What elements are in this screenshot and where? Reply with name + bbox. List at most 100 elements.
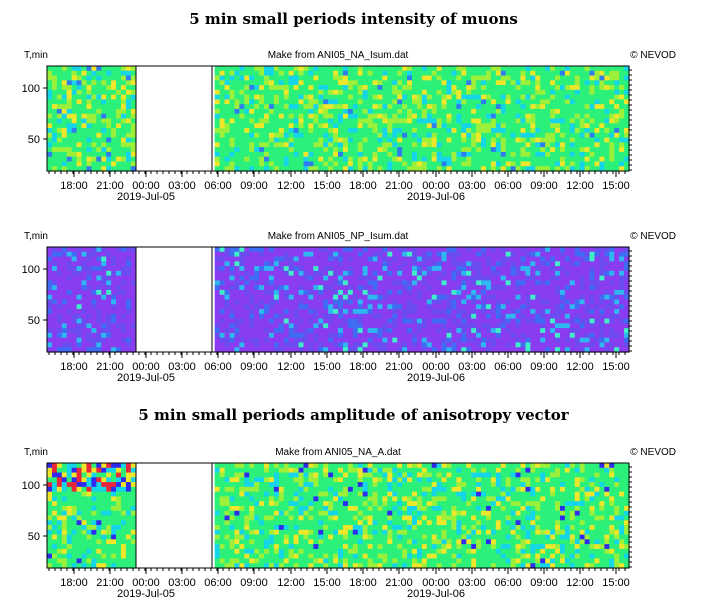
heatmap-cell	[298, 342, 305, 348]
heatmap-cell	[574, 70, 581, 77]
heatmap-cell	[481, 104, 487, 110]
heatmap-cell	[254, 123, 260, 129]
heatmap-cell	[239, 328, 245, 334]
heatmap-cell	[239, 137, 245, 143]
heatmap-cell	[579, 342, 586, 348]
heatmap-cell	[559, 261, 566, 267]
heatmap-cell	[584, 342, 591, 348]
heatmap-cell	[244, 275, 250, 282]
heatmap-cell	[268, 309, 275, 315]
heatmap-cell	[244, 251, 250, 258]
heatmap-cell	[71, 108, 78, 115]
heatmap-cell	[347, 89, 354, 96]
heatmap-cell	[328, 463, 334, 469]
heatmap-cell	[333, 323, 339, 329]
heatmap-cell	[540, 313, 546, 320]
heatmap-cell	[125, 304, 132, 310]
heatmap-cell	[249, 328, 255, 334]
heatmap-cell	[283, 137, 290, 143]
heatmap-cell	[416, 275, 423, 282]
heatmap-cell	[540, 132, 546, 139]
heatmap-cell	[288, 66, 295, 72]
heatmap-cell	[61, 347, 68, 353]
heatmap-cell	[288, 128, 295, 134]
heatmap-cell	[106, 304, 112, 310]
heatmap-cell	[416, 318, 423, 324]
heatmap-cell	[56, 309, 63, 315]
heatmap-cell	[431, 166, 438, 172]
heatmap-cell	[323, 270, 329, 277]
heatmap-cell	[471, 70, 477, 77]
heatmap-cell	[313, 247, 319, 253]
heatmap-cell	[61, 318, 68, 324]
heatmap-cell	[456, 123, 462, 129]
heatmap-cell	[101, 463, 107, 469]
heatmap-cell	[485, 99, 492, 105]
heatmap-cell	[66, 313, 73, 320]
heatmap-cell	[481, 467, 487, 474]
heatmap-cell	[244, 261, 250, 267]
heatmap-cell	[579, 299, 586, 305]
heatmap-cell	[525, 285, 531, 291]
heatmap-cell	[559, 75, 566, 81]
heatmap-cell	[328, 70, 334, 77]
heatmap-cell	[259, 161, 265, 167]
heatmap-cell	[594, 294, 600, 301]
heatmap-cell	[313, 270, 319, 277]
heatmap-cell	[372, 66, 379, 72]
heatmap-cell	[303, 328, 309, 334]
heatmap-cell	[426, 299, 433, 305]
heatmap-cell	[584, 332, 591, 339]
heatmap-cell	[471, 332, 477, 339]
heatmap-cell	[510, 99, 517, 105]
heatmap-cell	[530, 318, 536, 324]
heatmap-cell	[86, 309, 92, 315]
heatmap-cell	[224, 104, 231, 110]
heatmap-cell	[614, 270, 620, 277]
heatmap-cell	[278, 142, 285, 148]
heatmap-cell	[520, 247, 527, 253]
heatmap-cell	[81, 266, 88, 272]
heatmap-cell	[456, 309, 462, 315]
heatmap-cell	[81, 118, 88, 124]
heatmap-cell	[76, 75, 83, 81]
heatmap-cell	[125, 70, 132, 77]
heatmap-cell	[357, 294, 364, 301]
heatmap-cell	[101, 328, 107, 334]
heatmap-cell	[338, 151, 344, 158]
heatmap-cell	[71, 328, 78, 334]
heatmap-cell	[278, 132, 285, 139]
heatmap-cell	[515, 270, 522, 277]
heatmap-cell	[599, 70, 605, 77]
heatmap-cell	[520, 323, 527, 329]
heatmap-cell	[569, 113, 576, 120]
heatmap-cell	[338, 285, 344, 291]
heatmap-cell	[362, 463, 369, 469]
heatmap-cell	[569, 280, 576, 286]
heatmap-cell	[495, 166, 502, 172]
heatmap-cell	[259, 299, 265, 305]
heatmap-cell	[303, 75, 309, 81]
heatmap-cell	[125, 132, 132, 139]
heatmap-cell	[392, 342, 398, 348]
heatmap-cell	[125, 323, 132, 329]
heatmap-cell	[416, 285, 423, 291]
heatmap-cell	[347, 66, 354, 72]
heatmap-cell	[318, 113, 324, 120]
heatmap-cell	[249, 270, 255, 277]
heatmap-cell	[101, 75, 107, 81]
heatmap-cell	[333, 94, 339, 101]
heatmap-cell	[540, 99, 546, 105]
heatmap-cell	[56, 142, 63, 148]
heatmap-cell	[377, 75, 383, 81]
heatmap-cell	[362, 289, 369, 296]
heatmap-cell	[323, 256, 329, 262]
heatmap-cell	[441, 332, 448, 339]
heatmap-cell	[471, 309, 477, 315]
heatmap-cell	[214, 251, 221, 258]
heatmap-cell	[318, 251, 324, 258]
heatmap-cell	[239, 156, 245, 163]
heatmap-cell	[224, 161, 231, 167]
heatmap-cell	[323, 347, 329, 353]
heatmap-cell	[574, 266, 581, 272]
